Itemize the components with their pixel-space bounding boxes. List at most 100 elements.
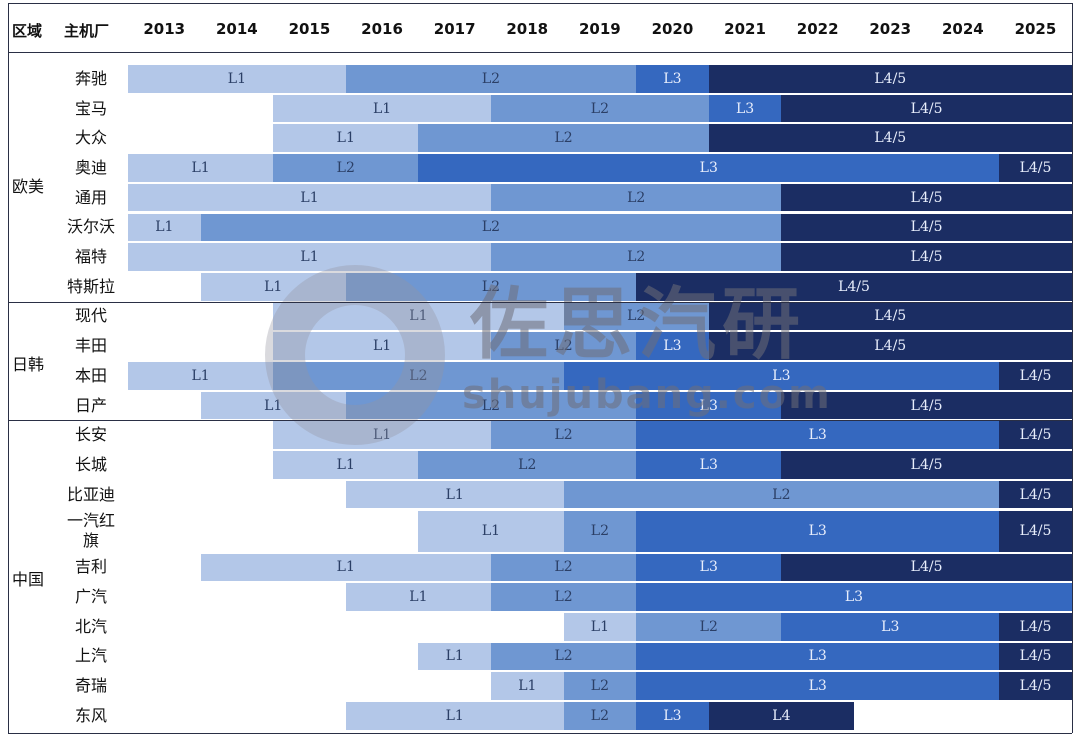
level-label: L2 (336, 159, 355, 176)
level-segment-l4-5: L4/5 (999, 154, 1072, 182)
level-label: L2 (481, 70, 501, 87)
level-label: L2 (481, 397, 501, 414)
level-label: L4/5 (1019, 486, 1052, 503)
maker-label: 宝马 (74, 98, 107, 118)
level-label: L1 (336, 456, 355, 473)
year-label-2021: 2021 (724, 20, 766, 38)
region-divider (8, 301, 1072, 303)
level-segment-l1: L1 (273, 302, 564, 331)
level-label: L1 (155, 219, 174, 236)
level-segment-l1: L1 (345, 702, 564, 730)
level-label: L1 (372, 427, 392, 444)
level-label: L4/5 (1019, 523, 1052, 539)
level-label: L1 (518, 678, 537, 695)
level-segment-l3: L3 (418, 154, 1000, 182)
level-segment-l2: L2 (491, 183, 782, 212)
level-segment-l4-5: L4/5 (781, 213, 1072, 242)
year-label-2023: 2023 (869, 20, 912, 38)
level-label: L3 (699, 456, 718, 473)
maker-label: 东风 (74, 705, 107, 725)
level-segment-l4-5: L4/5 (781, 94, 1072, 123)
level-label: L1 (336, 559, 355, 576)
level-label: L1 (300, 249, 319, 266)
level-label: L4/5 (874, 70, 907, 87)
level-label: L2 (518, 456, 537, 473)
level-label: L4/5 (910, 559, 943, 576)
region-label: 欧美 (12, 176, 45, 196)
level-segment-l4-5: L4/5 (781, 391, 1072, 420)
level-segment-l2: L2 (491, 553, 637, 582)
level-segment-l4-5: L4/5 (999, 510, 1072, 552)
level-label: L1 (372, 100, 392, 117)
level-segment-l1: L1 (273, 332, 491, 360)
region-divider (8, 420, 1072, 422)
table-top-border (8, 3, 1072, 4)
level-label: L4/5 (1019, 648, 1052, 665)
level-label: L3 (663, 707, 682, 724)
level-label: L2 (554, 648, 573, 665)
level-segment-l1: L1 (345, 583, 491, 611)
level-segment-l1: L1 (200, 553, 491, 582)
level-segment-l2: L2 (563, 510, 637, 552)
year-label-2020: 2020 (651, 20, 694, 38)
level-segment-l2: L2 (345, 391, 637, 420)
level-segment-l2: L2 (273, 362, 564, 390)
level-label: L1 (481, 523, 501, 539)
level-segment-l4-5: L4/5 (999, 612, 1072, 641)
level-segment-l4-5: L4/5 (999, 480, 1072, 509)
level-label: L4/5 (874, 338, 907, 355)
level-label: L2 (590, 523, 609, 539)
level-label: L3 (808, 678, 827, 695)
maker-label: 上汽 (74, 646, 107, 666)
level-label: L3 (808, 523, 827, 539)
level-segment-l2: L2 (491, 421, 637, 450)
level-label: L2 (554, 559, 573, 576)
level-label: L4/5 (1019, 678, 1052, 695)
maker-label: 长安 (74, 425, 107, 445)
level-segment-l4-5: L4/5 (999, 672, 1072, 700)
level-segment-l4-5: L4/5 (708, 332, 1072, 360)
level-segment-l1: L1 (273, 451, 419, 479)
level-segment-l2: L2 (200, 213, 782, 242)
level-label: L1 (445, 486, 464, 503)
level-segment-l3: L3 (636, 510, 1000, 552)
maker-label: 现代 (74, 306, 107, 326)
level-label: L2 (554, 130, 573, 147)
level-label: L1 (590, 618, 609, 635)
level-segment-l3: L3 (636, 451, 782, 479)
level-segment-l1: L1 (563, 612, 637, 641)
level-segment-l3: L3 (636, 65, 709, 93)
level-label: L3 (808, 648, 827, 665)
level-segment-l2: L2 (491, 243, 782, 271)
level-segment-l2: L2 (491, 642, 637, 671)
level-segment-l1: L1 (273, 124, 419, 153)
maker-label: 奥迪 (74, 157, 107, 177)
maker-label: 丰田 (74, 336, 107, 356)
level-label: L2 (627, 308, 646, 325)
level-segment-l1: L1 (200, 391, 346, 420)
level-segment-l4-5: L4/5 (999, 421, 1072, 450)
header-maker: 主机厂 (64, 22, 110, 40)
level-label: L4/5 (1019, 427, 1052, 444)
level-label: L4/5 (910, 100, 943, 117)
level-label: L4/5 (874, 130, 907, 147)
level-segment-l1: L1 (128, 154, 274, 182)
level-segment-l3: L3 (781, 612, 1000, 641)
year-label-2022: 2022 (796, 20, 839, 38)
level-label: L4/5 (1019, 367, 1052, 384)
level-segment-l4-5: L4/5 (999, 642, 1072, 671)
level-label: L4/5 (1019, 618, 1052, 635)
level-segment-l2: L2 (345, 65, 637, 93)
level-label: L2 (409, 367, 428, 384)
level-label: L4 (772, 707, 791, 724)
level-segment-l4-5: L4/5 (708, 65, 1072, 93)
level-label: L4/5 (910, 397, 943, 414)
level-label: L4/5 (910, 189, 943, 206)
level-label: L2 (590, 707, 609, 724)
year-label-2019: 2019 (578, 20, 621, 38)
level-segment-l1: L1 (418, 642, 491, 671)
level-label: L4/5 (874, 308, 907, 325)
level-segment-l3: L3 (636, 672, 1000, 700)
level-segment-l3: L3 (636, 391, 782, 420)
